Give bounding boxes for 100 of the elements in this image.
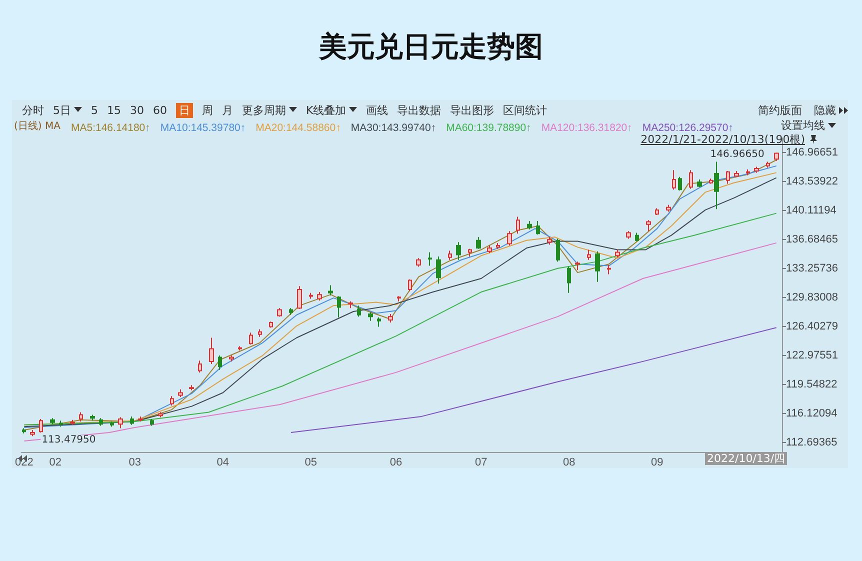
candlestick — [397, 296, 401, 302]
candlestick — [626, 230, 631, 240]
y-tick-label: 133.25736 — [786, 262, 838, 275]
candlestick — [229, 355, 234, 362]
y-tick-label: 136.68465 — [786, 234, 838, 246]
candlestick — [689, 170, 693, 190]
candlestick — [348, 300, 353, 309]
candlestick — [746, 168, 750, 176]
candlestick — [258, 328, 262, 338]
x-tick-label: 09 — [650, 456, 664, 468]
chart-title: 美元兑日元走势图 — [318, 29, 544, 65]
candlestick — [655, 208, 659, 216]
candlestick — [615, 249, 620, 258]
text: 月 — [222, 102, 233, 118]
candlestick — [774, 152, 779, 162]
text: MA30:143.99740↑ — [350, 122, 436, 134]
candlestick — [138, 416, 143, 422]
candlestick — [726, 170, 730, 184]
candlestick — [297, 286, 302, 310]
y-tick-label: 129.83008 — [786, 292, 838, 304]
candlestick — [507, 230, 512, 246]
candlestick — [766, 161, 770, 168]
text: K线叠加 — [306, 102, 346, 118]
candlestick — [496, 242, 500, 250]
candlestick — [436, 256, 441, 284]
candlestick — [527, 220, 532, 230]
candlestick — [428, 252, 432, 266]
x-tick-label: 04 — [216, 456, 229, 468]
candlestick — [309, 292, 313, 300]
candlestick — [595, 250, 600, 282]
text: 导出图形 — [450, 102, 494, 118]
line-series — [24, 242, 777, 442]
candlestick — [734, 170, 739, 178]
candlestick — [70, 419, 75, 426]
text: 区间统计 — [503, 102, 548, 118]
candlestick — [709, 178, 713, 184]
annotation: 2022/1/21-2022/10/13(190根) — [640, 132, 805, 147]
text: MA20:144.58860↑ — [256, 122, 341, 134]
text: MA10:145.39780↑ — [160, 122, 246, 134]
candlestick — [59, 420, 63, 428]
candlestick — [408, 278, 412, 292]
candlestick — [536, 220, 540, 235]
candlestick — [189, 384, 194, 391]
text: 周 — [202, 102, 213, 118]
x-tick-label: 03 — [128, 456, 141, 468]
candlestick — [587, 249, 591, 260]
text: 日 — [179, 102, 190, 118]
y-tick-label: 143.53922 — [786, 176, 838, 188]
candlestick — [317, 292, 322, 301]
candlestick — [678, 176, 682, 191]
candlestick — [456, 242, 461, 260]
x-tick-label: 08 — [563, 456, 576, 468]
candlestick — [99, 418, 103, 426]
candlestick — [575, 261, 580, 271]
candlestick — [672, 170, 676, 190]
x-tick-label: 07 — [475, 456, 488, 468]
candlestick — [547, 236, 552, 246]
candlestick — [448, 250, 452, 260]
candlestick — [754, 166, 759, 174]
text: MA120:136.31820↑ — [541, 122, 632, 134]
candlestick — [635, 232, 639, 242]
candlestick — [357, 305, 361, 318]
text: 5日 — [53, 102, 71, 118]
candlestick — [556, 238, 560, 262]
y-tick-label: 112.69365 — [786, 436, 838, 449]
text: 5 — [91, 104, 98, 116]
y-tick-label: 122.97551 — [786, 350, 838, 362]
annotation: 113.47950 — [42, 434, 96, 446]
candlestick — [476, 236, 481, 250]
candlestick — [416, 258, 421, 268]
candlestick — [567, 266, 571, 294]
candlestick — [170, 396, 174, 406]
y-tick-label: 146.96651 — [786, 146, 838, 159]
y-tick-label: 140.11194 — [786, 204, 836, 217]
candlestick — [607, 264, 611, 275]
candlestick — [158, 412, 163, 418]
text: 隐藏 — [814, 102, 836, 118]
y-tick-label: 116.12094 — [786, 408, 838, 420]
x-tick-label: 02 — [49, 456, 62, 468]
candlestick — [198, 360, 202, 373]
candlestick — [130, 416, 134, 426]
candlestick — [238, 346, 242, 351]
candlestick — [79, 412, 83, 422]
candlestick — [249, 332, 253, 346]
candlestick — [714, 161, 719, 210]
candlestick — [388, 314, 393, 324]
candlestick — [178, 388, 183, 398]
text: 30 — [130, 104, 144, 116]
candlestick — [90, 414, 95, 422]
text: 简约版面 — [758, 102, 802, 118]
text: 60 — [153, 104, 167, 116]
text: 15 — [107, 104, 121, 116]
candlestick — [209, 337, 214, 364]
text: 导出数据 — [397, 102, 442, 118]
candlestick — [377, 316, 381, 328]
text: 2022/10/13/四 — [707, 451, 786, 466]
candlestick — [50, 418, 55, 425]
candlestick — [118, 416, 123, 429]
y-tick-label: 126.40279 — [786, 320, 838, 333]
candlestick — [368, 312, 373, 322]
